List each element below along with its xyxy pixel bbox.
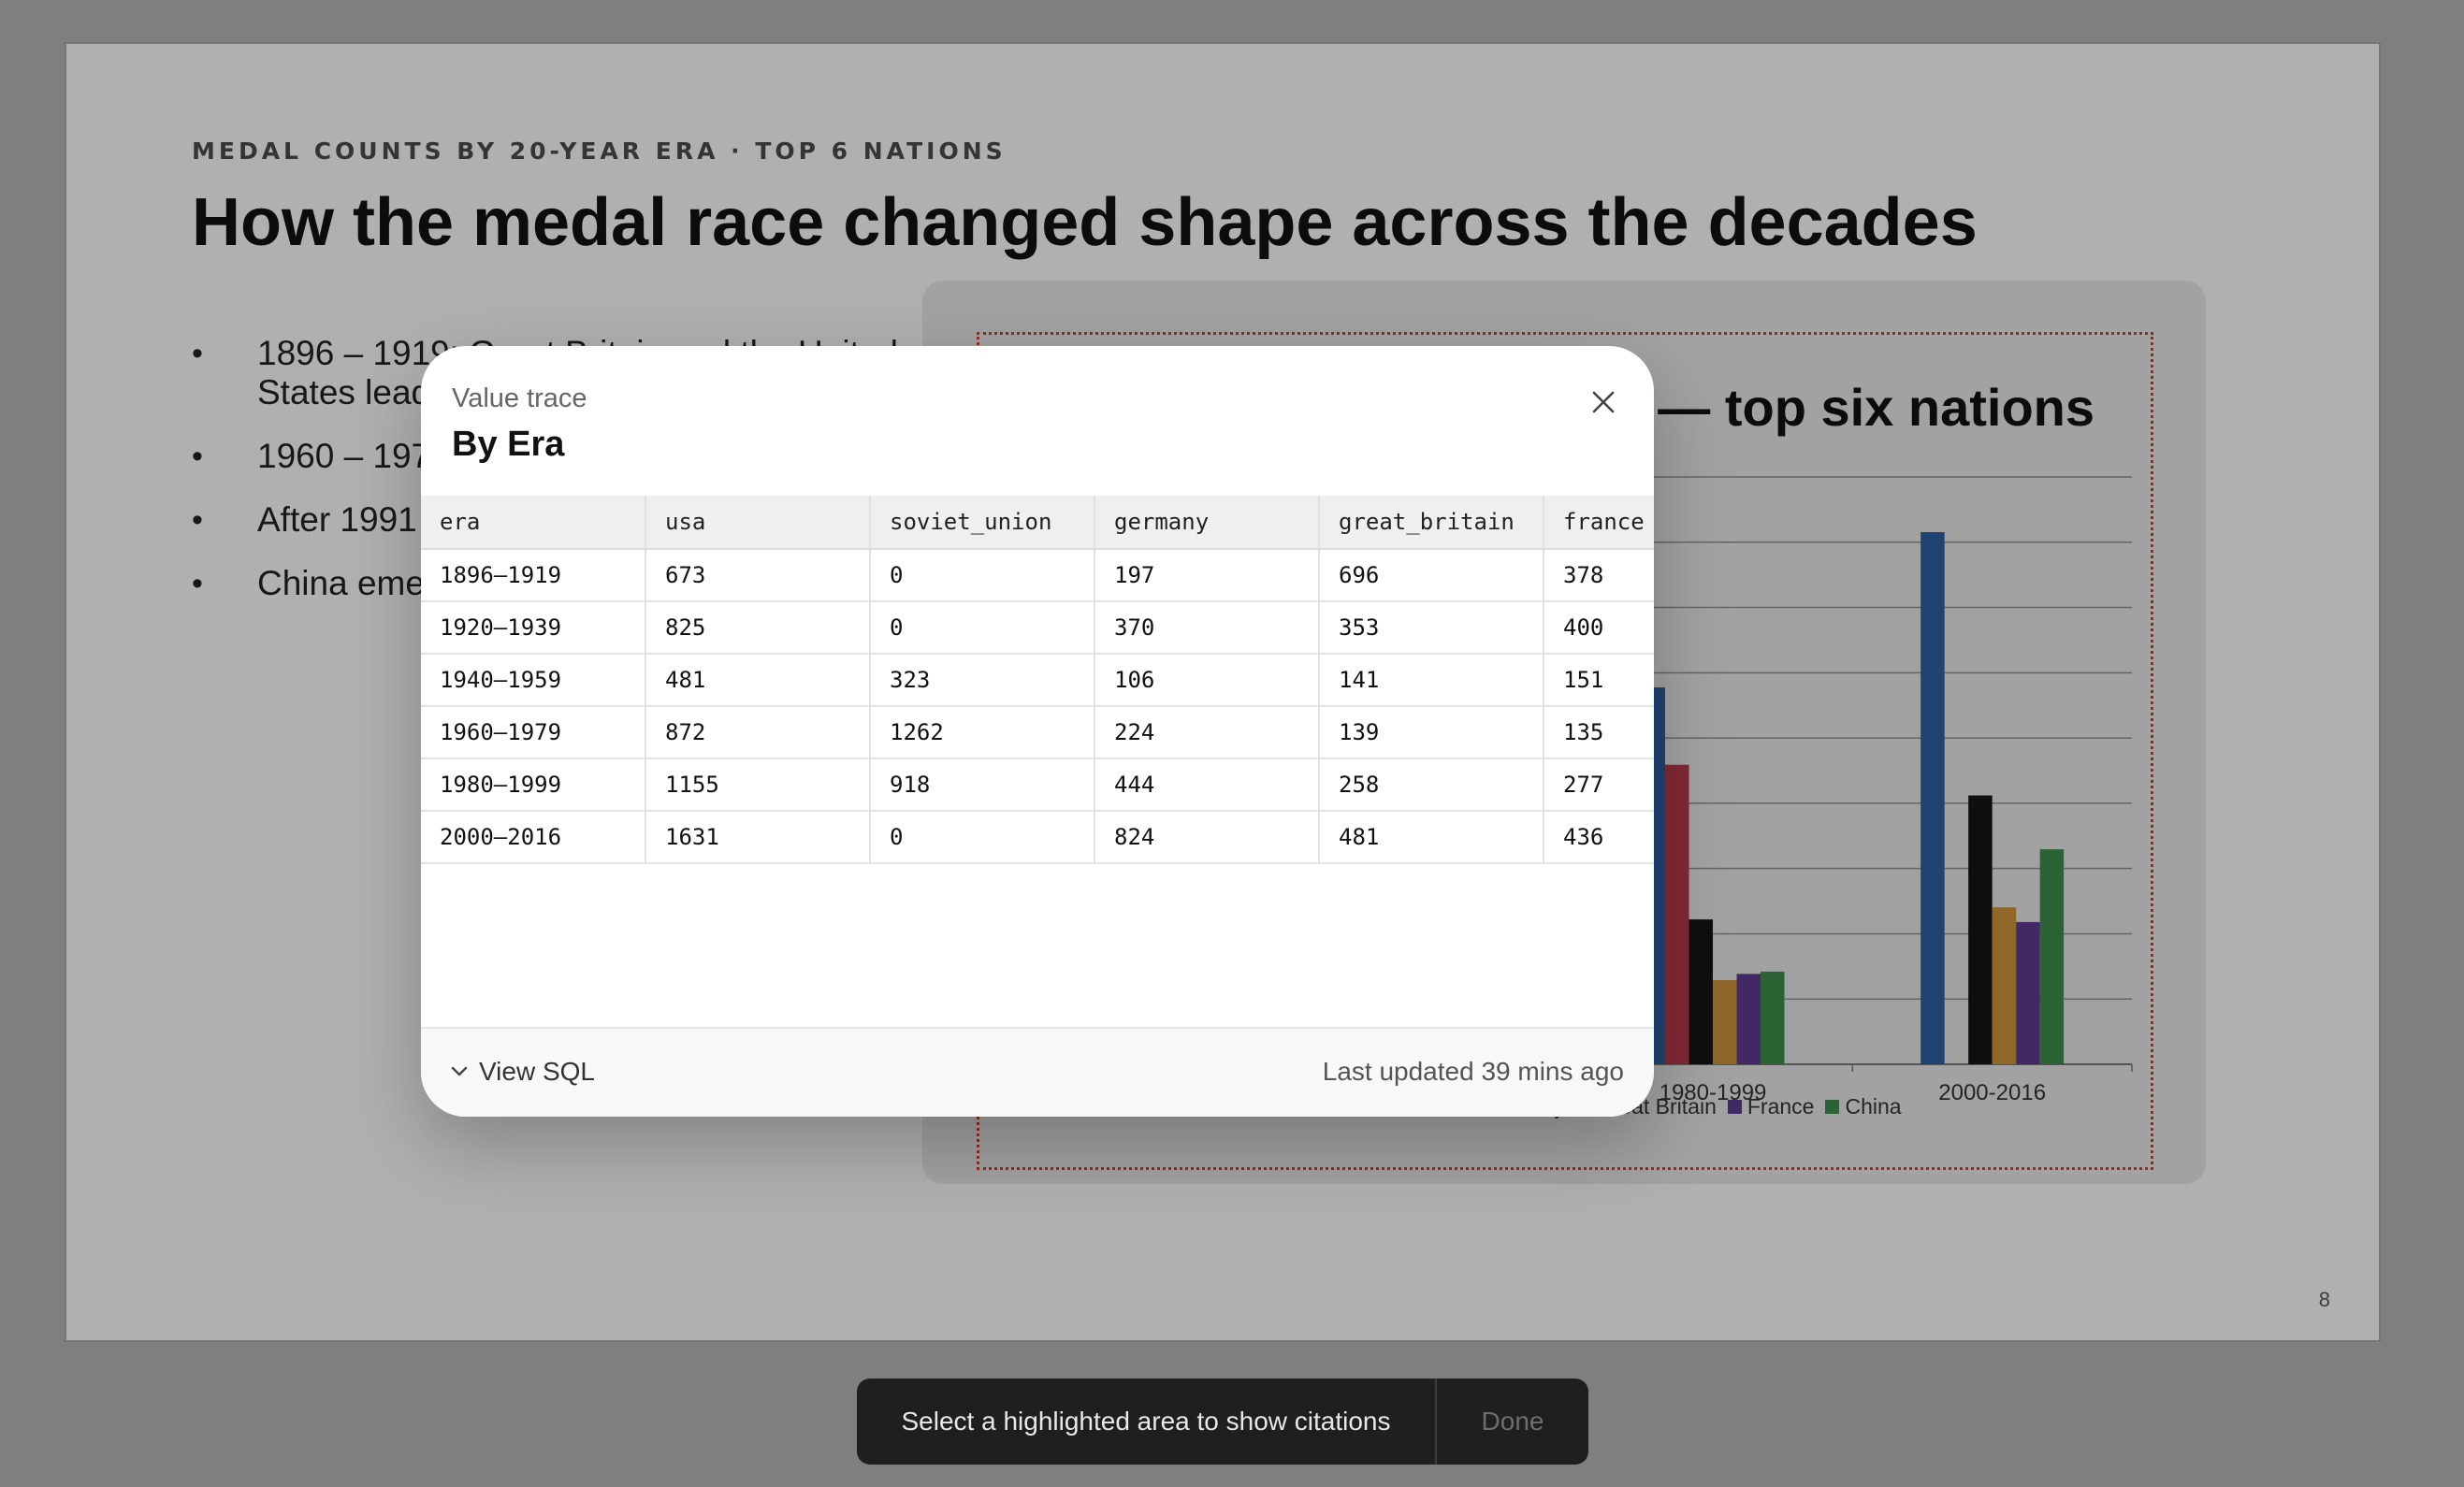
bar-china — [1761, 971, 1785, 1064]
modal-title: By Era — [452, 425, 565, 464]
column-header: usa — [645, 496, 871, 550]
table-cell: 2000–2016 — [421, 811, 646, 864]
table-cell: 277 — [1544, 758, 1654, 812]
legend-label: China — [1845, 1094, 1902, 1119]
table-cell: 481 — [645, 654, 871, 707]
column-header: soviet_union — [870, 496, 1095, 550]
table-cell: 1920–1939 — [421, 601, 646, 655]
bullet-item: After 1991 — [192, 500, 921, 540]
table-cell: 1155 — [645, 758, 871, 812]
column-header: great_britain — [1319, 496, 1544, 550]
column-header: era — [421, 496, 646, 550]
bullet-item: 1960 – 1979 — [192, 437, 921, 476]
chevron-down-icon — [451, 1066, 468, 1076]
table-cell: 481 — [1319, 811, 1544, 864]
legend-swatch — [1727, 1100, 1742, 1114]
table-cell: 197 — [1094, 549, 1320, 602]
citation-message: Select a highlighted area to show citati… — [857, 1379, 1437, 1465]
table-cell: 825 — [645, 601, 871, 655]
legend-swatch — [1825, 1100, 1840, 1114]
table-cell: 400 — [1544, 601, 1654, 655]
legend-item: France — [1727, 1094, 1815, 1119]
table-row: 1960–1979 872 1262 224 139 135 — [421, 706, 1654, 759]
table-cell: 872 — [645, 706, 871, 759]
table-row: 1920–1939 825 0 370 353 400 — [421, 601, 1654, 655]
modal-footer: View SQL Last updated 39 mins ago — [421, 1027, 1654, 1117]
table-cell: 106 — [1094, 654, 1320, 707]
table-cell: 1940–1959 — [421, 654, 646, 707]
data-table: era usa soviet_union germany great_brita… — [421, 496, 1654, 864]
bar-great-britain — [1992, 907, 2017, 1064]
page-number: 8 — [2318, 1288, 2330, 1311]
done-button[interactable]: Done — [1481, 1407, 1544, 1436]
table-cell: 444 — [1094, 758, 1320, 812]
table-cell: 370 — [1094, 601, 1320, 655]
table-cell: 673 — [645, 549, 871, 602]
table-cell: 824 — [1094, 811, 1320, 864]
chart-title: — top six nations — [1658, 378, 2094, 437]
x-tick-label: 1980-1999 — [1660, 1080, 1767, 1105]
table-cell: 353 — [1319, 601, 1544, 655]
table-cell: 1631 — [645, 811, 871, 864]
bar-france — [1736, 974, 1761, 1064]
table-cell: 0 — [870, 601, 1095, 655]
column-header: france — [1544, 496, 1654, 550]
table-cell: 696 — [1319, 549, 1544, 602]
citation-toolbar: Select a highlighted area to show citati… — [857, 1379, 1588, 1465]
last-updated-text: Last updated 39 mins ago — [1322, 1057, 1624, 1086]
table-row: 1940–1959 481 323 106 141 151 — [421, 654, 1654, 707]
bar-germany — [1968, 795, 1993, 1064]
table-cell: 139 — [1319, 706, 1544, 759]
slide-title: How the medal race changed shape across … — [192, 185, 1978, 260]
close-icon — [1592, 391, 1615, 413]
table-cell: 1896–1919 — [421, 549, 646, 602]
table-cell: 151 — [1544, 654, 1654, 707]
table-cell: 378 — [1544, 549, 1654, 602]
slide-eyebrow: MEDAL COUNTS BY 20-YEAR ERA · TOP 6 NATI… — [192, 137, 1007, 165]
bar-germany — [1689, 919, 1713, 1064]
legend-item: China — [1825, 1094, 1902, 1119]
table-cell: 1980–1999 — [421, 758, 646, 812]
bar-soviet-union — [1665, 764, 1689, 1064]
table-cell: 918 — [870, 758, 1095, 812]
bar-france — [2016, 921, 2040, 1064]
table-cell: 141 — [1319, 654, 1544, 707]
close-button[interactable] — [1583, 382, 1624, 423]
table-cell: 0 — [870, 549, 1095, 602]
modal-eyebrow: Value trace — [452, 383, 587, 413]
view-sql-toggle[interactable]: View SQL — [451, 1057, 595, 1087]
legend-label: France — [1747, 1094, 1815, 1119]
bar-china — [2039, 849, 2065, 1064]
table-row: 1980–1999 1155 918 444 258 277 — [421, 758, 1654, 812]
table-cell: 1960–1979 — [421, 706, 646, 759]
bar-usa — [1920, 531, 1945, 1064]
table-row: 1896–1919 673 0 197 696 378 — [421, 549, 1654, 602]
bar-great-britain — [1713, 979, 1737, 1064]
table-cell: 135 — [1544, 706, 1654, 759]
table-cell: 224 — [1094, 706, 1320, 759]
table-header-row: era usa soviet_union germany great_brita… — [421, 496, 1654, 550]
table-cell: 258 — [1319, 758, 1544, 812]
view-sql-label: View SQL — [479, 1057, 595, 1086]
table-cell: 323 — [870, 654, 1095, 707]
x-tick-label: 2000-2016 — [1938, 1080, 2046, 1105]
table-cell: 0 — [870, 811, 1095, 864]
table-cell: 1262 — [870, 706, 1095, 759]
table-cell: 436 — [1544, 811, 1654, 864]
column-header: germany — [1094, 496, 1320, 550]
table-row: 2000–2016 1631 0 824 481 436 — [421, 811, 1654, 864]
value-trace-modal: Value trace By Era era usa soviet_union … — [421, 346, 1654, 1117]
